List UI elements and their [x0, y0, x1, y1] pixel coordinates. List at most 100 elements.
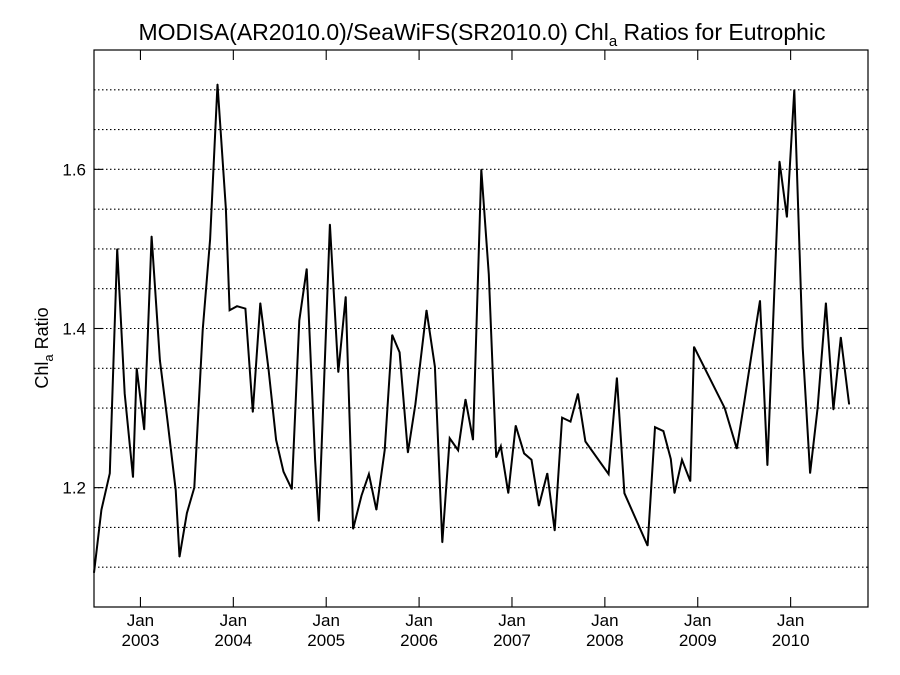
data-point [384, 449, 386, 451]
data-point [209, 238, 211, 240]
data-point [724, 407, 726, 409]
data-point [368, 473, 370, 475]
data-point [244, 308, 246, 310]
data-point [124, 393, 126, 395]
data-point [178, 556, 181, 558]
x-tick-label-month: Jan [684, 611, 711, 630]
data-point [538, 505, 540, 507]
data-point [488, 273, 490, 275]
data-point [407, 452, 409, 454]
grid-lines [94, 89, 868, 568]
data-point [500, 445, 502, 447]
data-point [259, 302, 261, 304]
data-point [360, 495, 363, 497]
data-point [584, 440, 587, 443]
data-point [229, 309, 231, 311]
data-point [561, 417, 563, 419]
data-point [523, 452, 525, 454]
y-axis-label-prefix: Chl [32, 362, 52, 389]
data-point [464, 398, 467, 400]
data-point [441, 541, 443, 544]
data-point [314, 459, 316, 461]
x-tick-label-year: 2004 [214, 631, 252, 650]
data-point [689, 480, 691, 482]
data-point [546, 472, 548, 474]
x-tick-label-month: Jan [498, 611, 525, 630]
data-point [193, 487, 195, 489]
data-point [457, 449, 459, 451]
data-point [793, 89, 795, 91]
y-axis-label: Chla Ratio [32, 307, 56, 388]
data-point [268, 369, 270, 371]
data-point [202, 329, 204, 331]
data-point [507, 492, 509, 494]
x-tick-label-year: 2007 [493, 631, 531, 650]
data-point [472, 439, 474, 441]
data-point [100, 509, 102, 511]
data-point [186, 512, 188, 514]
data-point [736, 448, 738, 450]
data-point [318, 520, 320, 522]
data-point [375, 509, 377, 511]
data-point [337, 371, 339, 373]
x-tick-label-month: Jan [777, 611, 804, 630]
data-point [654, 426, 656, 428]
data-point [175, 489, 177, 491]
data-point [282, 471, 285, 473]
data-point [306, 268, 308, 270]
data-point [623, 492, 626, 494]
series-group [93, 83, 851, 574]
data-point [291, 488, 293, 490]
data-point [515, 425, 517, 427]
data-point [530, 459, 533, 461]
data-point [275, 439, 277, 441]
x-tick-label-month: Jan [591, 611, 618, 630]
x-tick-label-month: Jan [220, 611, 247, 630]
x-tick-label-year: 2010 [772, 631, 810, 650]
data-point [136, 367, 138, 369]
data-point [647, 545, 649, 547]
data-point [759, 300, 761, 302]
chart-title-suffix: Ratios for Eutrophic [617, 19, 825, 45]
chart-title-prefix: MODISA(AR2010.0)/SeaWiFS(SR2010.0) Chl [138, 19, 608, 45]
x-axis-ticks: Jan2003Jan2004Jan2005Jan2006Jan2007Jan20… [122, 50, 810, 650]
data-point [236, 305, 238, 307]
data-point [495, 456, 497, 458]
data-point [166, 419, 168, 421]
data-point [693, 346, 695, 348]
data-point [345, 296, 347, 298]
data-point [681, 459, 683, 461]
x-tick-label-year: 2003 [122, 631, 160, 650]
x-tick-label-year: 2005 [307, 631, 345, 650]
data-point [848, 403, 850, 405]
data-point [766, 464, 769, 466]
data-point [802, 347, 804, 349]
data-point [109, 472, 111, 474]
y-tick-label: 1.4 [62, 320, 86, 339]
data-point [751, 353, 753, 355]
data-point [216, 83, 219, 85]
data-point [325, 324, 327, 326]
y-tick-label: 1.2 [62, 479, 86, 498]
plot-frame [93, 49, 869, 608]
data-point [159, 359, 161, 361]
data-point [577, 393, 579, 395]
data-point [414, 403, 416, 405]
data-point [480, 168, 482, 170]
y-axis-label-suffix: Ratio [32, 307, 52, 354]
data-point [225, 208, 227, 210]
data-point [662, 430, 665, 432]
data-point [132, 476, 134, 478]
data-point [569, 421, 572, 423]
chart-title: MODISA(AR2010.0)/SeaWiFS(SR2010.0) Chla … [138, 19, 825, 50]
data-point [840, 336, 842, 338]
series-line [93, 84, 851, 573]
data-point [352, 528, 354, 530]
x-tick-label-month: Jan [405, 611, 432, 630]
data-point [425, 309, 428, 311]
y-tick-label: 1.6 [62, 160, 86, 179]
x-tick-label-year: 2006 [400, 631, 438, 650]
data-point [809, 472, 811, 474]
